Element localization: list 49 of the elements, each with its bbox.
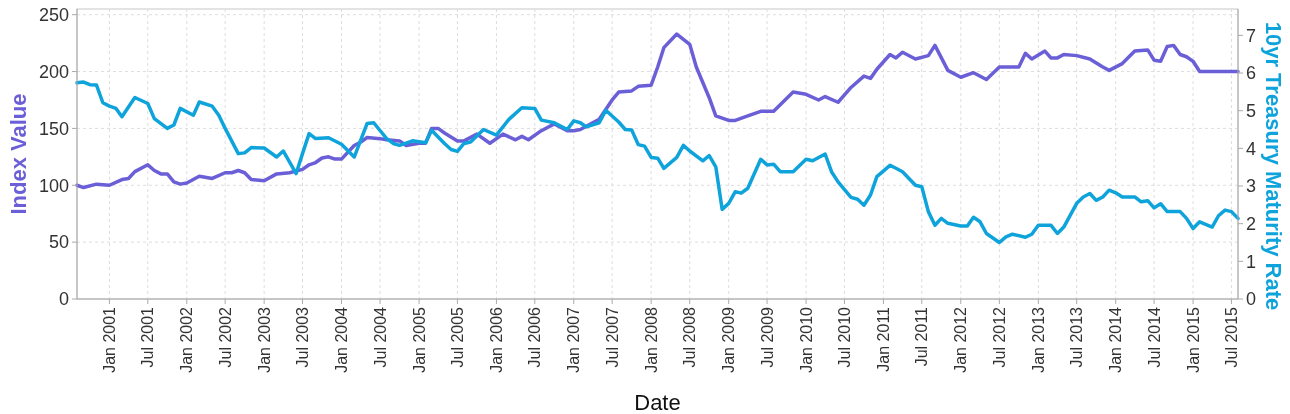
x-tick-label: Jul 2007 [603,306,621,368]
x-tick-label: Jul 2011 [913,306,931,367]
y2-tick-label: 0 [1246,289,1257,310]
x-tick-label: Jul 2003 [294,306,312,368]
x-tick-label: Jul 2015 [1223,306,1241,368]
y2-tick-label: 5 [1246,100,1257,121]
line-series [75,32,1240,190]
y2-tick-label: 3 [1246,176,1257,197]
y2-tick-label: 1 [1246,251,1257,272]
x-tick-label: Jan 2001 [101,306,119,373]
x-tick-label: Jan 2008 [642,306,660,373]
x-tick-label: Jan 2010 [797,306,815,373]
x-tick-label: Jul 2012 [990,306,1008,368]
x-tick-label: Jul 2013 [1068,306,1086,368]
x-tick-label: Jul 2010 [836,306,854,368]
y2-tick-label: 7 [1246,25,1257,46]
x-tick-label: Jul 2014 [1145,306,1163,368]
x-tick-label: Jan 2009 [720,306,738,373]
x-tick-label: Jan 2002 [178,306,196,373]
x-tick-label: Jan 2013 [1029,306,1047,373]
y2-tick-label: 6 [1246,63,1257,84]
x-tick-label: Jul 2005 [449,306,467,368]
x-tick-label: Jul 2002 [216,306,234,368]
x-axis-title: Date [634,390,681,414]
y-tick-label: 250 [38,4,69,25]
x-tick-label: Jul 2001 [139,306,157,368]
x-tick-label: Jul 2006 [526,306,544,368]
x-tick-label: Jul 2004 [371,306,389,368]
x-tick-label: Jan 2007 [565,306,583,373]
y2-tick-label: 2 [1246,213,1257,234]
x-tick-label: Jan 2003 [255,306,273,373]
y2-axis-title: 10yr Treasury Maturity Rate [1261,21,1286,311]
x-tick-label: Jan 2004 [333,306,351,373]
y-tick-label: 100 [38,175,69,196]
x-tick-label: Jan 2005 [410,306,428,373]
x-tick-label: Jan 2014 [1107,306,1125,373]
x-tick-label: Jan 2011 [875,306,893,372]
x-tick-label: Jan 2015 [1184,306,1202,373]
line-series [75,80,1240,245]
x-tick-label: Jan 2012 [952,306,970,373]
x-tick-label: Jul 2009 [758,306,776,368]
x-tick-label: Jul 2008 [681,306,699,368]
y2-tick-label: 4 [1246,138,1257,159]
y-tick-label: 200 [38,61,69,82]
y-axis-title: Index Value [6,93,31,215]
y-tick-label: 150 [38,118,69,139]
y-tick-label: 50 [48,232,69,253]
y-tick-label: 0 [58,289,69,310]
x-tick-label: Jan 2006 [488,306,506,373]
